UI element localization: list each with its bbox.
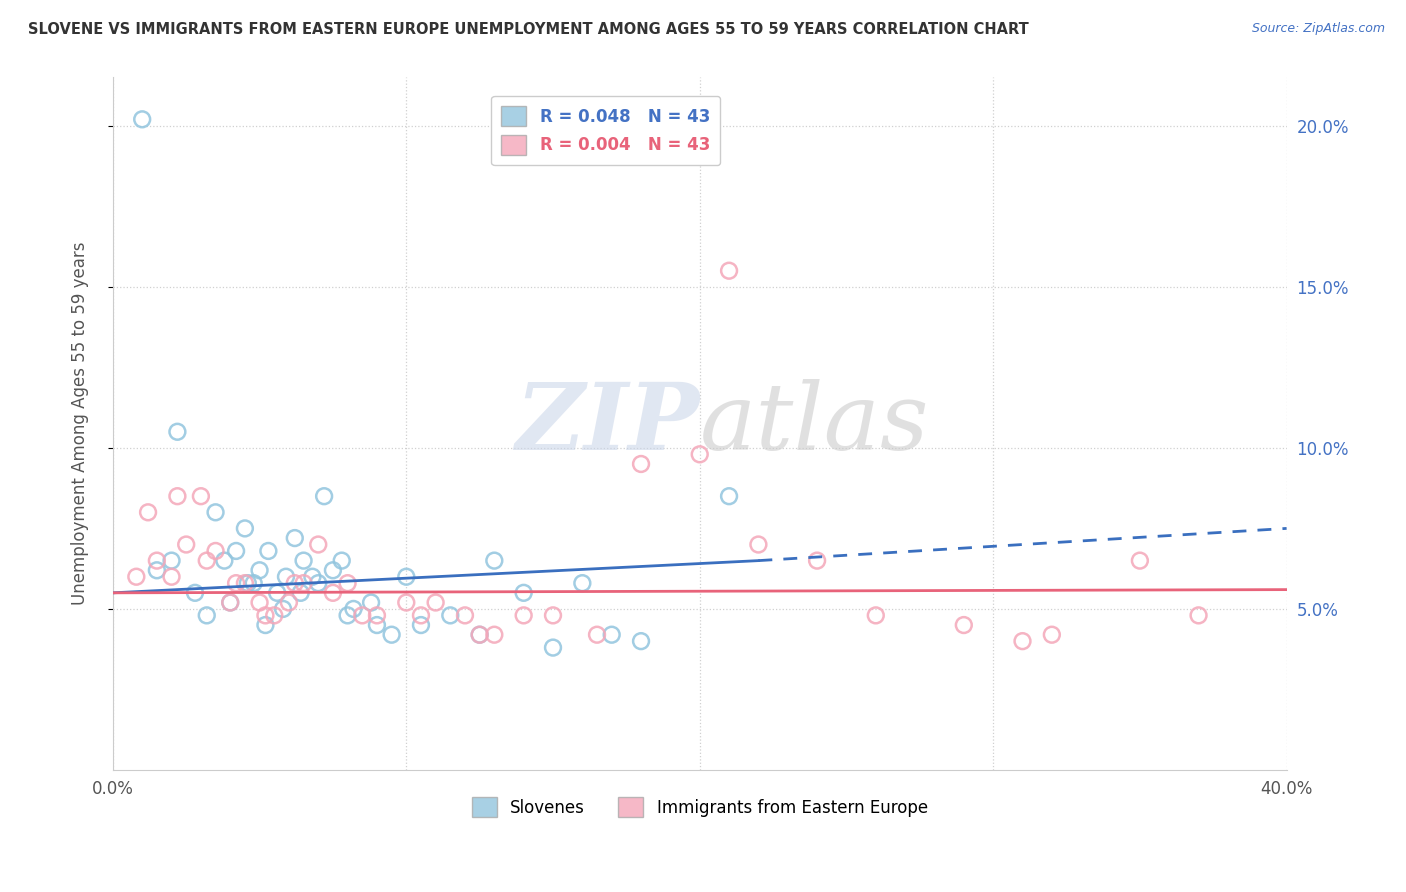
Point bbox=[254, 618, 277, 632]
Point bbox=[131, 112, 153, 127]
Point bbox=[425, 595, 447, 609]
Point bbox=[254, 608, 277, 623]
Point bbox=[307, 576, 329, 591]
Point bbox=[214, 553, 236, 567]
Point bbox=[125, 570, 148, 584]
Text: atlas: atlas bbox=[700, 379, 929, 468]
Point bbox=[512, 608, 534, 623]
Point bbox=[630, 457, 652, 471]
Point bbox=[204, 505, 226, 519]
Point bbox=[225, 576, 247, 591]
Point bbox=[146, 553, 169, 567]
Point bbox=[195, 608, 218, 623]
Point bbox=[468, 628, 491, 642]
Point bbox=[409, 618, 432, 632]
Point bbox=[395, 595, 418, 609]
Point bbox=[233, 521, 256, 535]
Point bbox=[271, 602, 294, 616]
Point bbox=[571, 576, 593, 591]
Point bbox=[330, 553, 353, 567]
Point bbox=[307, 537, 329, 551]
Point bbox=[160, 553, 183, 567]
Point bbox=[439, 608, 461, 623]
Point bbox=[284, 576, 307, 591]
Point bbox=[274, 570, 297, 584]
Point bbox=[454, 608, 477, 623]
Point bbox=[204, 544, 226, 558]
Point bbox=[322, 586, 344, 600]
Point bbox=[336, 576, 359, 591]
Point bbox=[718, 263, 741, 277]
Point bbox=[718, 489, 741, 503]
Point bbox=[1187, 608, 1209, 623]
Point bbox=[352, 608, 374, 623]
Y-axis label: Unemployment Among Ages 55 to 59 years: Unemployment Among Ages 55 to 59 years bbox=[72, 242, 89, 606]
Point bbox=[292, 553, 315, 567]
Point bbox=[342, 602, 364, 616]
Point bbox=[1011, 634, 1033, 648]
Legend: Slovenes, Immigrants from Eastern Europe: Slovenes, Immigrants from Eastern Europe bbox=[465, 790, 935, 824]
Point bbox=[219, 595, 242, 609]
Point bbox=[747, 537, 769, 551]
Point bbox=[512, 586, 534, 600]
Point bbox=[160, 570, 183, 584]
Point bbox=[195, 553, 218, 567]
Point bbox=[541, 608, 564, 623]
Point bbox=[257, 544, 280, 558]
Point bbox=[360, 595, 382, 609]
Point bbox=[146, 563, 169, 577]
Point bbox=[865, 608, 887, 623]
Point bbox=[468, 628, 491, 642]
Point bbox=[225, 544, 247, 558]
Point bbox=[689, 447, 711, 461]
Point bbox=[336, 608, 359, 623]
Point bbox=[1129, 553, 1152, 567]
Point bbox=[266, 586, 288, 600]
Text: Source: ZipAtlas.com: Source: ZipAtlas.com bbox=[1251, 22, 1385, 36]
Point bbox=[314, 489, 336, 503]
Point bbox=[395, 570, 418, 584]
Point bbox=[249, 595, 271, 609]
Point bbox=[322, 563, 344, 577]
Text: ZIP: ZIP bbox=[516, 379, 700, 468]
Point bbox=[174, 537, 197, 551]
Point bbox=[301, 570, 323, 584]
Point bbox=[366, 608, 388, 623]
Point bbox=[263, 608, 285, 623]
Point bbox=[166, 425, 188, 439]
Point bbox=[541, 640, 564, 655]
Point bbox=[290, 586, 312, 600]
Point bbox=[236, 576, 259, 591]
Point bbox=[242, 576, 264, 591]
Point bbox=[366, 618, 388, 632]
Point bbox=[806, 553, 828, 567]
Point bbox=[630, 634, 652, 648]
Point bbox=[277, 595, 299, 609]
Point bbox=[586, 628, 609, 642]
Point bbox=[136, 505, 159, 519]
Point bbox=[190, 489, 212, 503]
Point bbox=[953, 618, 976, 632]
Point bbox=[600, 628, 623, 642]
Point bbox=[381, 628, 404, 642]
Point bbox=[219, 595, 242, 609]
Point bbox=[184, 586, 207, 600]
Point bbox=[484, 628, 506, 642]
Point bbox=[249, 563, 271, 577]
Point bbox=[292, 576, 315, 591]
Text: SLOVENE VS IMMIGRANTS FROM EASTERN EUROPE UNEMPLOYMENT AMONG AGES 55 TO 59 YEARS: SLOVENE VS IMMIGRANTS FROM EASTERN EUROP… bbox=[28, 22, 1029, 37]
Point bbox=[166, 489, 188, 503]
Point bbox=[284, 531, 307, 545]
Point bbox=[409, 608, 432, 623]
Point bbox=[1040, 628, 1063, 642]
Point bbox=[233, 576, 256, 591]
Point bbox=[484, 553, 506, 567]
